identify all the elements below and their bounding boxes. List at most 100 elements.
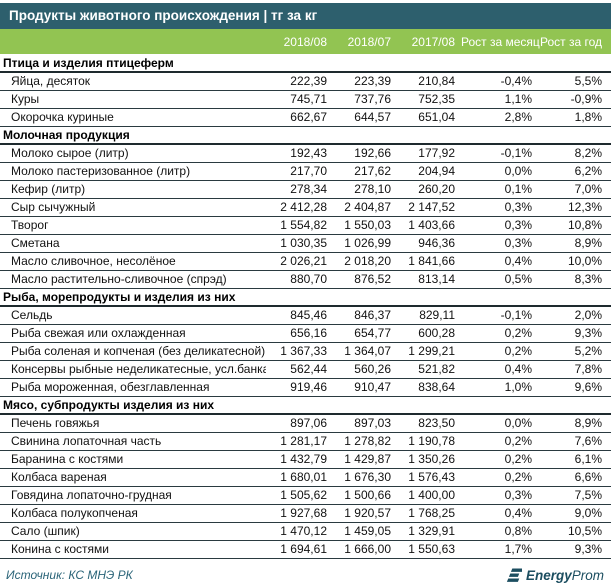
table-row: Говядина лопаточно-грудная 1 505,62 1 500,… [0,486,611,505]
cell-value: 1 554,82 [266,216,333,235]
cell-value: 1,1% [461,90,538,109]
cell-value: 223,39 [333,72,397,91]
cell-value: 0,2% [461,450,538,469]
cell-value: 10,0% [538,252,611,271]
cell-value: 1 576,43 [397,468,461,487]
section-row: Мясо, субпродукты изделия из них [0,396,611,415]
cell-value: 919,46 [266,378,333,397]
product-name: Сало (шпик) [0,522,266,541]
product-name: Кефир (литр) [0,180,266,199]
cell-value: 838,64 [397,378,461,397]
cell-value: 0,0% [461,414,538,433]
cell-value: 0,0% [461,162,538,181]
product-name: Молоко пастеризованное (литр) [0,162,266,181]
cell-value: 9,3% [538,540,611,559]
report-page: Продукты животного происхождения | тг за… [0,3,611,583]
table-row: Свинина лопаточная часть 1 281,17 1 278,82… [0,432,611,451]
cell-value: -0,4% [461,72,538,91]
cell-value: 1 403,66 [397,216,461,235]
cell-value: 845,46 [266,306,333,325]
table-row: Сметана 1 030,35 1 026,99 946,36 0,3% 8,9% [0,234,611,253]
table-row: Куры 745,71 737,76 752,35 1,1% -0,9% [0,90,611,109]
logo-text-light: Prom [571,567,604,583]
table-row: Окорочка куриные 662,67 644,57 651,04 2,8% 1,… [0,108,611,127]
cell-value: 0,2% [461,342,538,361]
cell-value: 177,92 [397,144,461,163]
column-header-row: 2018/08 2018/07 2017/08 Рост за месяц Ро… [0,29,611,54]
cell-value: 217,62 [333,162,397,181]
cell-value: 260,20 [397,180,461,199]
section-row: Рыба, морепродукты и изделия из них [0,288,611,307]
cell-value: 600,28 [397,324,461,343]
product-name: Масло сливочное, несолёное [0,252,266,271]
cell-value: 0,3% [461,216,538,235]
table-row: Молоко сырое (литр) 192,43 192,66 177,92 -0,… [0,144,611,163]
product-name: Рыба соленая и копченая (без деликатесно… [0,342,266,361]
cell-value: 10,5% [538,522,611,541]
cell-value: 0,1% [461,180,538,199]
cell-value: 0,3% [461,234,538,253]
column-header-2018-07: 2018/07 [347,34,391,49]
cell-value: 823,50 [397,414,461,433]
product-name: Колбаса полукопченая [0,504,266,523]
cell-value: 1 920,57 [333,504,397,523]
cell-value: 1 350,26 [397,450,461,469]
cell-value: 278,34 [266,180,333,199]
cell-value: 10,8% [538,216,611,235]
product-name: Говядина лопаточно-грудная [0,486,266,505]
table-row: Конина с костями 1 694,61 1 666,00 1 550,63… [0,540,611,559]
column-header-growth-month: Рост за месяц [461,34,540,49]
logo-text-bold: Energy [525,567,572,583]
cell-value: 560,26 [333,360,397,379]
source-note: Источник: КС МНЭ РК [6,568,133,582]
cell-value: 1 364,07 [333,342,397,361]
cell-value: 846,37 [333,306,397,325]
cell-value: 1 299,21 [397,342,461,361]
cell-value: 876,52 [333,270,397,289]
product-name: Сельдь [0,306,266,325]
cell-value: 0,2% [461,324,538,343]
column-header-2018-08: 2018/08 [283,34,327,49]
cell-value: 897,06 [266,414,333,433]
cell-value: 2 026,21 [266,252,333,271]
product-name: Рыба свежая или охлажденная [0,324,266,343]
cell-value: 2 147,52 [397,198,461,217]
column-header-spacer [0,29,266,54]
product-name: Рыба мороженная, обезглавленная [0,378,266,397]
cell-value: 0,4% [461,360,538,379]
energyprom-logo-text: EnergyProm [526,568,604,583]
cell-value: 8,9% [538,234,611,253]
price-table-body: Птица и изделия птицеферм Яйца, десяток 22… [0,54,611,559]
cell-value: 1 666,00 [333,540,397,559]
cell-value: 737,76 [333,90,397,109]
cell-value: 2 018,20 [333,252,397,271]
cell-value: 0,3% [461,486,538,505]
cell-value: 8,2% [538,144,611,163]
cell-value: 0,2% [461,432,538,451]
table-row: Рыба соленая и копченая (без деликатесно… [0,342,611,361]
cell-value: 946,36 [397,234,461,253]
cell-value: 1 367,33 [266,342,333,361]
cell-value: 654,77 [333,324,397,343]
cell-value: 0,4% [461,252,538,271]
cell-value: 6,2% [538,162,611,181]
table-row: Колбаса полукопченая 1 927,68 1 920,57 1 76… [0,504,611,523]
column-header-2017-08: 2017/08 [411,34,455,49]
product-name: Окорочка куриные [0,108,266,127]
cell-value: 644,57 [333,108,397,127]
cell-value: -0,1% [461,306,538,325]
table-row: Рыба свежая или охлажденная 656,16 654,77 6… [0,324,611,343]
cell-value: 1 927,68 [266,504,333,523]
cell-value: 204,94 [397,162,461,181]
cell-value: 745,71 [266,90,333,109]
section-title: Птица и изделия птицеферм [0,54,611,73]
table-row: Печень говяжья 897,06 897,03 823,50 0,0% 8,9% [0,414,611,433]
cell-value: 2,0% [538,306,611,325]
cell-value: 0,5% [461,270,538,289]
cell-value: 1 278,82 [333,432,397,451]
product-name: Сметана [0,234,266,253]
cell-value: 1 505,62 [266,486,333,505]
cell-value: 8,9% [538,414,611,433]
column-header-growth-year: Рост за год [539,34,602,49]
cell-value: 1 470,12 [266,522,333,541]
